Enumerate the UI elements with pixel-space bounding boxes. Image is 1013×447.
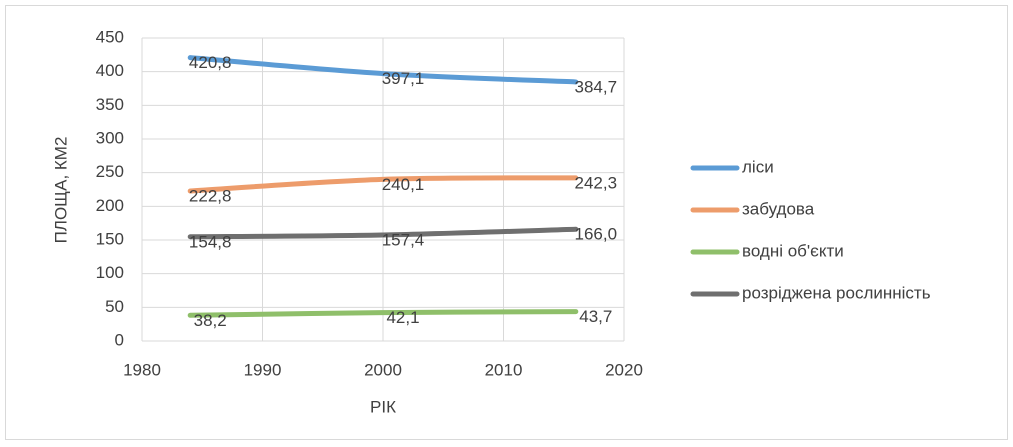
y-tick-label: 350 — [96, 95, 124, 114]
legend-label: розріджена рослинність — [742, 283, 931, 302]
data-label: 43,7 — [579, 307, 612, 326]
data-label: 240,1 — [382, 175, 425, 194]
y-tick-label: 300 — [96, 128, 124, 147]
y-tick-label: 400 — [96, 61, 124, 80]
series-line — [187, 309, 579, 318]
data-label: 38,2 — [194, 311, 227, 330]
legend-label: водні об'єкти — [742, 241, 844, 260]
data-label: 242,3 — [575, 173, 618, 192]
data-label: 384,7 — [575, 77, 618, 96]
x-tick-label: 2000 — [364, 360, 402, 379]
y-tick-label: 150 — [96, 229, 124, 248]
data-label: 397,1 — [382, 69, 425, 88]
x-axis-label: РІК — [370, 397, 396, 416]
series-line — [187, 55, 579, 85]
x-tick-label: 1980 — [123, 360, 161, 379]
data-label: 157,4 — [382, 231, 425, 250]
series-line — [187, 175, 579, 194]
x-tick-label: 2020 — [605, 360, 643, 379]
legend-label: ліси — [742, 157, 774, 176]
y-tick-label: 450 — [96, 27, 124, 46]
data-label: 42,1 — [386, 308, 419, 327]
legend-label: забудова — [742, 199, 815, 218]
x-tick-label: 2010 — [485, 360, 523, 379]
y-tick-label: 0 — [115, 330, 124, 349]
data-label: 222,8 — [189, 186, 232, 205]
y-tick-label: 200 — [96, 196, 124, 215]
data-label: 154,8 — [189, 232, 232, 251]
y-tick-label: 100 — [96, 263, 124, 282]
y-axis-label: ПЛОЩА, КМ2 — [51, 137, 70, 244]
y-tick-label: 250 — [96, 162, 124, 181]
data-label: 420,8 — [189, 53, 232, 72]
data-label: 166,0 — [575, 225, 618, 244]
series-line — [187, 226, 579, 240]
x-tick-label: 1990 — [244, 360, 282, 379]
y-tick-label: 50 — [105, 297, 124, 316]
